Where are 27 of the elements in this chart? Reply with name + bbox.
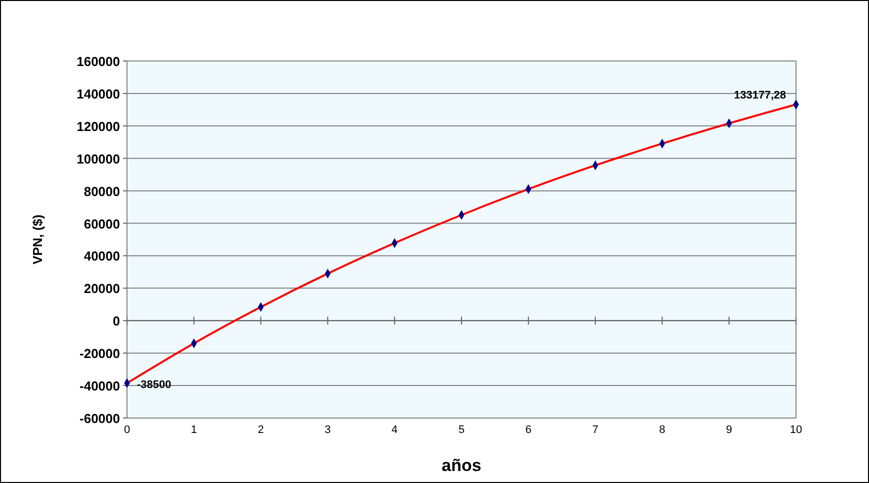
x-tick-label: 1 — [190, 424, 197, 436]
y-tick-label: 100000 — [76, 151, 120, 166]
annotation: 133177,28 — [734, 90, 786, 102]
y-tick-label: 160000 — [76, 54, 120, 69]
y-tick-label: 80000 — [84, 184, 120, 199]
y-tick-label: -40000 — [80, 378, 120, 394]
y-tick-label: -20000 — [80, 346, 120, 362]
y-tick-label: 20000 — [84, 281, 120, 296]
y-tick-label: -60000 — [80, 411, 120, 426]
x-tick-label: 9 — [726, 424, 732, 436]
x-tick-label: 7 — [592, 424, 598, 436]
x-axis-title: años — [442, 456, 482, 475]
y-tick-label: 40000 — [84, 248, 120, 264]
x-tick-label: 4 — [392, 424, 398, 436]
x-tick-label: 5 — [458, 424, 465, 436]
x-tick-label: 2 — [258, 424, 264, 436]
x-tick-label: 6 — [525, 424, 532, 436]
y-tick-label: 0 — [112, 314, 120, 329]
y-tick-label: 120000 — [76, 118, 120, 134]
y-axis-title: VPN, ($) — [30, 214, 45, 264]
x-tick-label: 8 — [659, 424, 666, 436]
x-tick-label: 10 — [790, 424, 802, 436]
y-tick-label: 140000 — [76, 86, 120, 102]
annotation: -38500 — [137, 379, 172, 392]
y-tick-label: 60000 — [84, 216, 120, 232]
x-tick-label: 3 — [324, 424, 331, 436]
x-tick-label: 0 — [124, 424, 130, 436]
